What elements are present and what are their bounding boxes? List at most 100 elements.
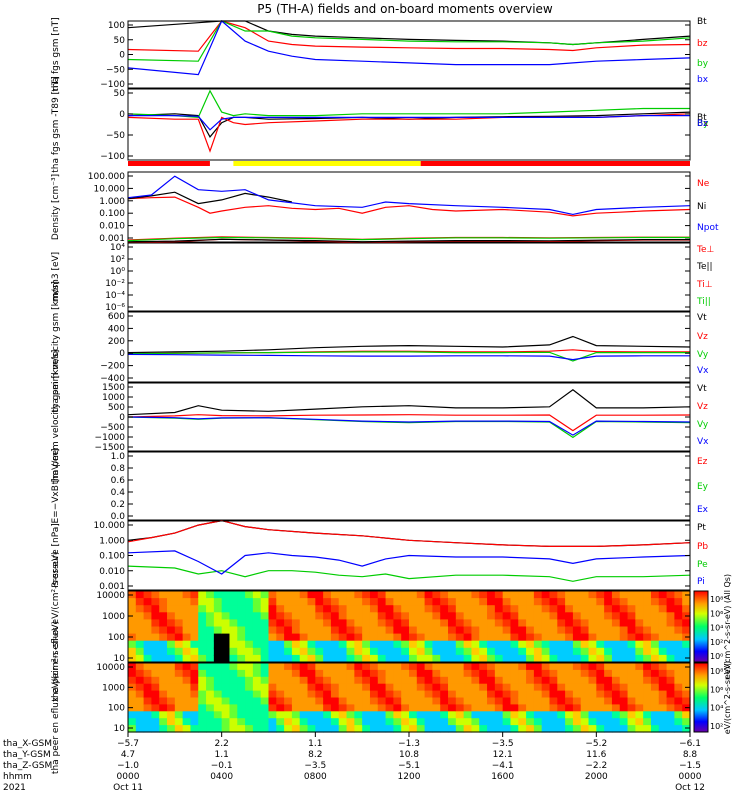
spectrogram-cell bbox=[237, 619, 246, 628]
spectrogram-cell bbox=[409, 725, 418, 733]
spectrogram-cell bbox=[463, 711, 473, 719]
spectrogram-cell bbox=[510, 626, 519, 635]
spectrogram-cell bbox=[291, 598, 301, 606]
panel-frame bbox=[127, 382, 691, 452]
spectrogram-cell bbox=[206, 711, 215, 719]
spectrogram-cell bbox=[596, 697, 605, 705]
spectrogram-cell bbox=[260, 647, 270, 656]
spectrogram-cell bbox=[494, 640, 504, 649]
spectrogram-cell bbox=[572, 647, 582, 656]
spectrogram-cell bbox=[206, 626, 215, 635]
spectrogram-cell bbox=[502, 718, 512, 726]
spectrogram-cell bbox=[479, 605, 488, 613]
spectrogram-cell bbox=[510, 711, 519, 719]
spectrogram-cell bbox=[252, 711, 262, 719]
spectrogram-cell bbox=[401, 697, 410, 705]
spectrogram-cell bbox=[307, 612, 316, 620]
spectrogram-cell bbox=[409, 718, 418, 726]
spectrogram-cell bbox=[159, 626, 168, 635]
spectrogram-cell bbox=[284, 619, 293, 628]
spectrogram-cell bbox=[354, 697, 363, 705]
spectrogram-cell bbox=[260, 663, 270, 671]
spectrogram-cell bbox=[338, 612, 348, 620]
spectrogram-cell bbox=[604, 654, 613, 663]
spectrogram-cell bbox=[674, 598, 683, 606]
spectrogram-cell bbox=[206, 669, 215, 678]
spectrogram-cell bbox=[471, 663, 480, 671]
spectrogram-cell bbox=[487, 626, 496, 635]
spectrogram-cell bbox=[494, 676, 504, 685]
spectrogram-cell bbox=[206, 612, 215, 620]
spectrogram-cell bbox=[643, 718, 652, 726]
spectrogram-cell bbox=[448, 591, 457, 599]
spectrogram-cell bbox=[198, 647, 207, 656]
spectrogram-cell bbox=[572, 605, 582, 613]
spectrogram-cell bbox=[323, 633, 332, 642]
spectrogram-cell bbox=[416, 591, 426, 599]
spectrogram-cell bbox=[213, 619, 223, 628]
spectrogram-cell bbox=[518, 640, 527, 649]
spectrogram-cell bbox=[643, 690, 652, 699]
spectrogram-cell bbox=[401, 591, 410, 599]
spectrogram-cell bbox=[487, 690, 496, 699]
spectrogram-cell bbox=[650, 619, 660, 628]
spectrogram-cell bbox=[354, 591, 363, 599]
panel-9: tha peir en eflux eV/(cm²-s-sr-eV) 10⁸10⁶… bbox=[51, 551, 732, 701]
spectrogram-cell bbox=[463, 619, 473, 628]
spectrogram-cell bbox=[213, 725, 223, 733]
spectrogram-cell bbox=[619, 612, 629, 620]
spectrogram-cell bbox=[237, 718, 246, 726]
spectrogram-cell bbox=[291, 605, 301, 613]
spectrogram-cell bbox=[682, 690, 691, 699]
spectrogram-cell bbox=[128, 598, 137, 606]
spectrogram-cell bbox=[307, 598, 316, 606]
spectrogram-cell bbox=[455, 676, 465, 685]
spectrogram-cell bbox=[143, 663, 153, 671]
x-tick-label: −5.7 bbox=[117, 739, 139, 749]
spectrogram-cell bbox=[471, 683, 480, 692]
spectrogram-cell bbox=[276, 612, 285, 620]
spectrogram-cell bbox=[291, 619, 301, 628]
spectrogram-cell bbox=[682, 647, 691, 656]
spectrogram-cell bbox=[338, 725, 348, 733]
spectrogram-cell bbox=[190, 725, 199, 733]
spectrogram-cell bbox=[682, 711, 691, 719]
spectrogram-cell bbox=[533, 619, 543, 628]
spectrogram-cell bbox=[588, 591, 597, 599]
y-tick-label: 1000 bbox=[102, 393, 125, 403]
spectrogram-cell bbox=[206, 619, 215, 628]
spectrogram-cell bbox=[338, 704, 348, 712]
spectrogram-cell bbox=[377, 690, 387, 699]
y-tick-label: 10.000 bbox=[94, 184, 126, 194]
spectrogram-cell bbox=[650, 683, 660, 692]
spectrogram-cell bbox=[565, 605, 574, 613]
spectrogram-cell bbox=[650, 718, 660, 726]
spectrogram-cell bbox=[611, 598, 621, 606]
spectrogram-cell bbox=[494, 711, 504, 719]
spectrogram-cell bbox=[487, 663, 496, 671]
spectrogram-cell bbox=[627, 640, 636, 649]
spectrogram-cell bbox=[580, 704, 590, 712]
spectrogram-cell bbox=[167, 626, 176, 635]
spectrogram-cell bbox=[385, 619, 394, 628]
legend-entry: Npot bbox=[697, 223, 719, 233]
spectrogram-cell bbox=[167, 619, 176, 628]
spectrogram-cell bbox=[526, 591, 535, 599]
spectrogram-cell bbox=[330, 591, 340, 599]
spectrogram-cell bbox=[354, 725, 363, 733]
spectrogram-cell bbox=[627, 697, 636, 705]
spectrogram-cell bbox=[666, 683, 675, 692]
spectrogram-cell bbox=[416, 663, 426, 671]
spectrogram-cell bbox=[510, 591, 519, 599]
spectrogram-cell bbox=[362, 612, 371, 620]
spectrogram-cell bbox=[674, 633, 683, 642]
spectrogram-cell bbox=[487, 633, 496, 642]
spectrogram-cell bbox=[401, 676, 410, 685]
spectrogram-cell bbox=[572, 598, 582, 606]
spectrogram-cell bbox=[432, 725, 441, 733]
spectrogram-cell bbox=[658, 711, 668, 719]
spectrogram-cell bbox=[463, 725, 473, 733]
y-tick-label: 1500 bbox=[102, 383, 125, 393]
spectrogram-cell bbox=[619, 647, 629, 656]
x-row-label: tha_Y-GSM bbox=[3, 750, 51, 760]
